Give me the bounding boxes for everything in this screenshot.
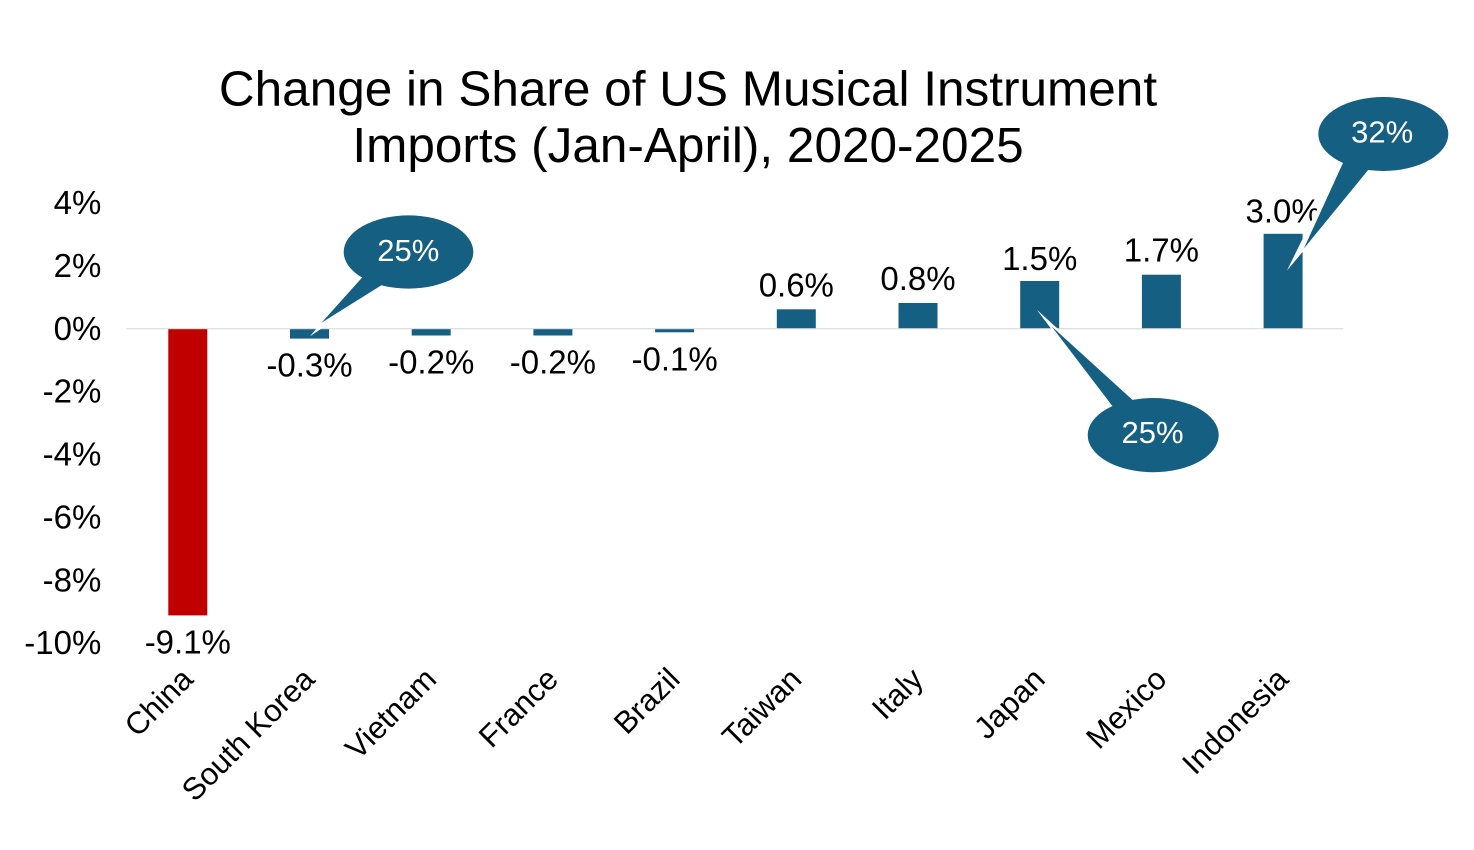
- svg-text:Japan: Japan: [967, 661, 1051, 745]
- svg-text:China: China: [118, 661, 201, 744]
- svg-text:-2%: -2%: [43, 373, 102, 410]
- svg-text:France: France: [472, 661, 565, 754]
- svg-text:1.5%: 1.5%: [1002, 240, 1077, 277]
- svg-text:-0.3%: -0.3%: [266, 347, 352, 384]
- svg-text:-6%: -6%: [43, 498, 102, 535]
- svg-text:0%: 0%: [54, 310, 102, 347]
- svg-text:Taiwan: Taiwan: [715, 661, 808, 754]
- svg-text:4%: 4%: [54, 184, 102, 221]
- svg-text:South Korea: South Korea: [175, 661, 322, 808]
- svg-text:Brazil: Brazil: [607, 661, 687, 741]
- svg-text:-10%: -10%: [24, 624, 101, 661]
- svg-text:-4%: -4%: [43, 436, 102, 473]
- svg-text:-0.2%: -0.2%: [510, 344, 596, 381]
- svg-text:-0.1%: -0.1%: [631, 340, 717, 377]
- svg-text:-9.1%: -9.1%: [145, 624, 231, 661]
- svg-text:Mexico: Mexico: [1079, 661, 1173, 755]
- svg-text:32%: 32%: [1351, 115, 1413, 150]
- svg-text:2%: 2%: [54, 247, 102, 284]
- svg-text:Indonesia: Indonesia: [1175, 661, 1295, 781]
- svg-text:-0.2%: -0.2%: [388, 344, 474, 381]
- svg-text:25%: 25%: [377, 233, 439, 268]
- svg-text:1.7%: 1.7%: [1124, 232, 1199, 269]
- svg-text:Vietnam: Vietnam: [338, 661, 443, 766]
- svg-text:Change in Share of US Musical: Change in Share of US Musical Instrument: [219, 62, 1157, 117]
- svg-text:Italy: Italy: [865, 661, 930, 726]
- svg-text:-8%: -8%: [43, 561, 102, 598]
- svg-text:Imports (Jan-April), 2020-2025: Imports (Jan-April), 2020-2025: [352, 118, 1023, 173]
- svg-text:3.0%: 3.0%: [1245, 192, 1320, 229]
- svg-text:0.6%: 0.6%: [759, 266, 834, 303]
- svg-text:25%: 25%: [1121, 415, 1183, 450]
- svg-text:0.8%: 0.8%: [880, 260, 955, 297]
